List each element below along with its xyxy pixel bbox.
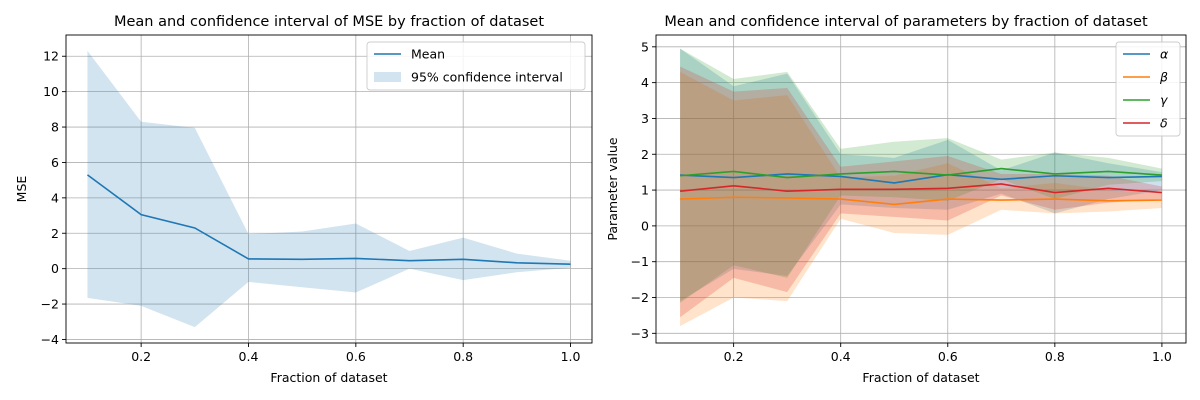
x-tick-label: 0.2 [724,349,744,364]
legend-entry-label: α [1160,47,1169,62]
legend-entry-label: β [1159,70,1168,85]
x-tick-label: 0.6 [938,349,958,364]
y-tick-label: 6 [51,155,59,170]
x-tick-label: 0.4 [831,349,851,364]
y-tick-label: −2 [41,297,59,312]
series-line-3 [680,167,1162,179]
legend: Mean 95% confidence interval [366,41,586,91]
y-tick-label: 8 [51,120,59,135]
y-tick-label: −3 [631,326,649,341]
y-tick-label: −2 [631,290,649,305]
series-line-2 [680,196,1162,206]
series-line-1 [86,174,571,266]
y-tick-label: 0 [641,218,649,233]
legend-frame [1115,41,1181,137]
y-tick-label: 5 [641,39,649,54]
x-tick-label: 0.6 [346,349,366,364]
plot-area [680,48,1162,327]
y-tick-label: −1 [631,254,649,269]
confidence-band-3 [680,48,1162,303]
y-tick-label: 4 [51,190,59,205]
y-tick-label: −4 [41,332,59,347]
x-tick-label: 0.8 [453,349,473,364]
y-tick-label: 2 [51,226,59,241]
chart-title: Mean and confidence interval of MSE by f… [114,14,544,30]
chart-1: 0.2 0.4 0.6 0.8 1.0 −4 −2 0 2 4 6 8 10 12 Mean and con… [14,14,593,385]
legend-entry-label: δ [1160,116,1168,131]
legend-entry-label: 95% confidence interval [411,70,563,85]
confidence-band-1 [87,50,571,328]
y-tick-label: 0 [51,261,59,276]
chart-title: Mean and confidence interval of paramete… [664,14,1148,30]
y-tick-label: 1 [641,183,649,198]
x-axis-label: Fraction of dataset [862,370,979,385]
y-tick-label: 2 [641,147,649,162]
y-tick-label: 12 [43,49,59,64]
legend-entry-label: γ [1160,93,1168,108]
grid [656,35,1186,343]
x-tick-label: 0.4 [239,349,259,364]
x-tick-label: 0.8 [1045,349,1065,364]
axes-frame [65,34,593,344]
series-line-4 [680,183,1162,194]
y-tick-label: 3 [641,111,649,126]
legend-entry-label: Mean [411,47,445,62]
confidence-band-4 [680,66,1162,318]
x-axis-label: Fraction of dataset [270,370,387,385]
legend-frame [366,41,586,91]
x-tick-label: 1.0 [561,349,581,364]
chart-2: 0.2 0.4 0.6 0.8 1.0 −3 −2 −1 0 1 2 3 4 5 Mean and conf… [605,14,1187,385]
y-tick-label: 10 [43,84,59,99]
legend-patch-swatch [374,72,401,82]
y-axis-label: MSE [14,176,29,203]
plot-area [86,50,571,328]
grid [66,35,592,343]
confidence-band-1 [680,48,1162,302]
x-tick-label: 0.2 [131,349,151,364]
y-tick-label: 4 [641,75,649,90]
x-tick-label: 1.0 [1152,349,1172,364]
axes-frame [655,34,1187,344]
series-line-1 [680,173,1162,184]
y-axis-label: Parameter value [605,137,620,240]
confidence-band-2 [680,71,1162,327]
